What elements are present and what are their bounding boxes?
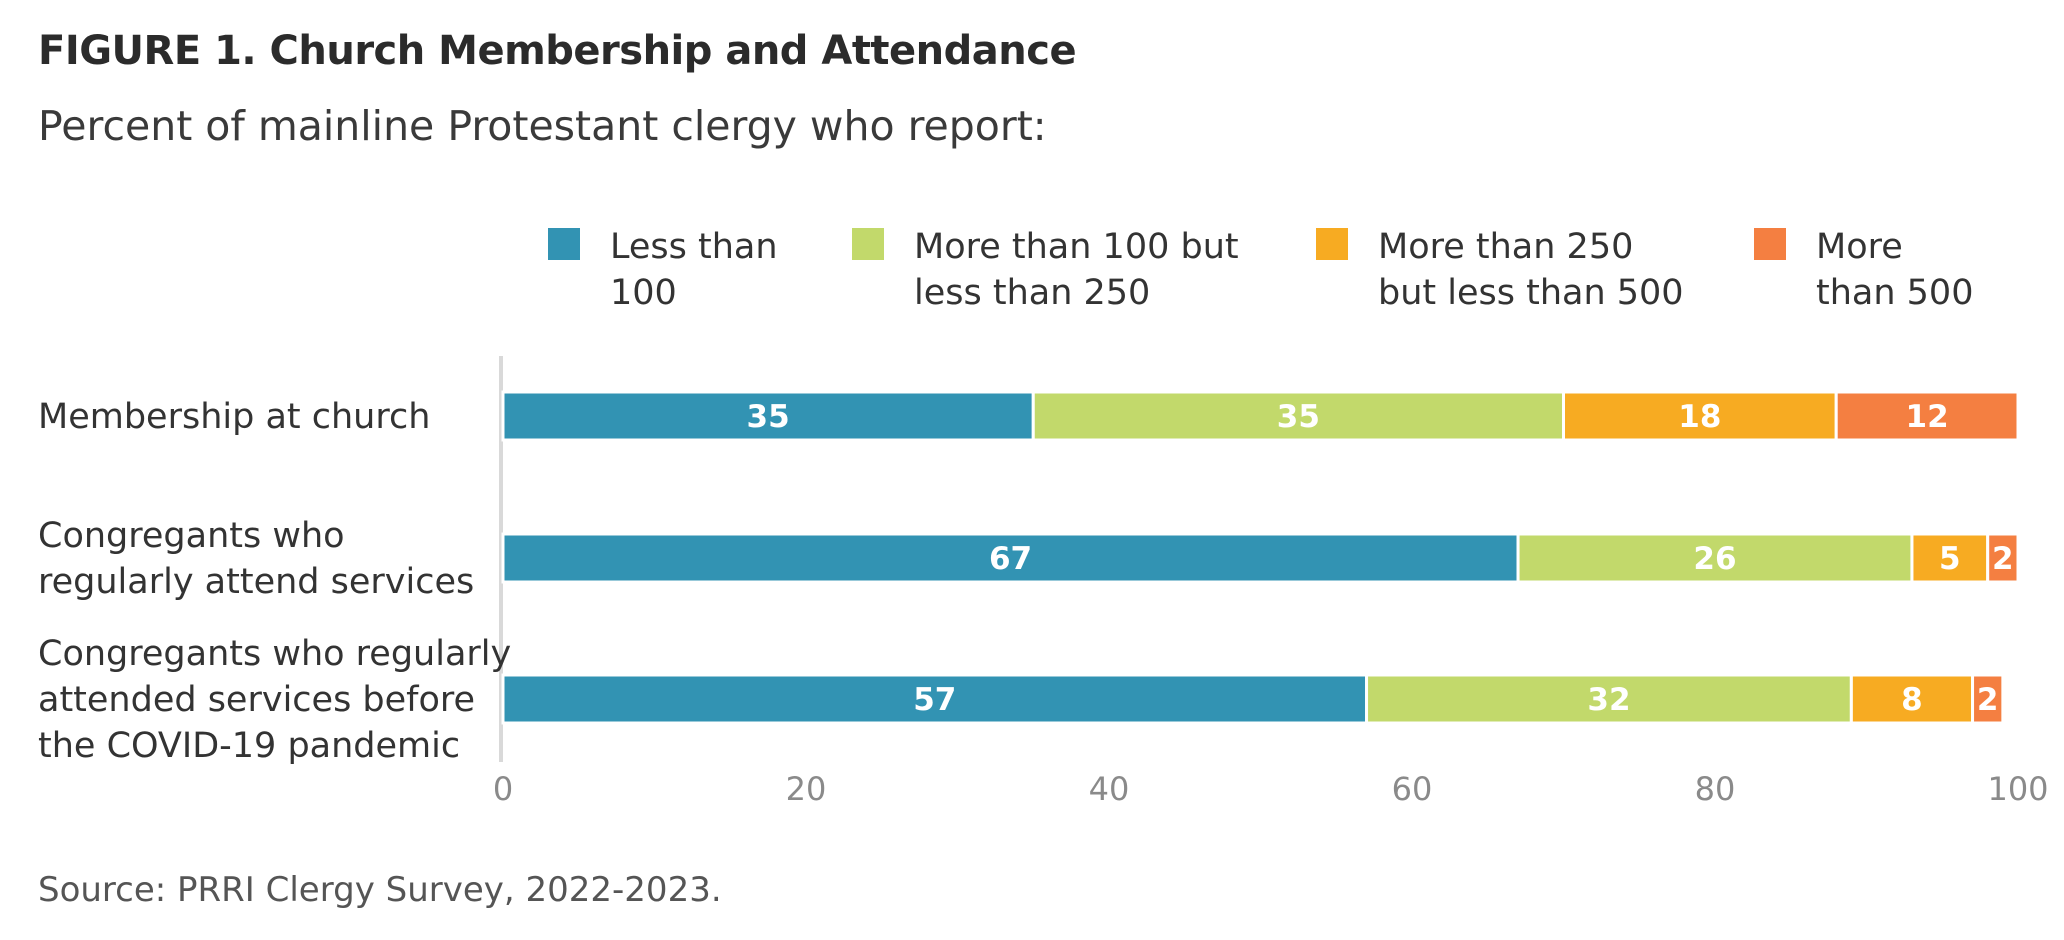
legend-label: More than 100 but less than 250 <box>914 227 1239 313</box>
legend-label: More than 500 <box>1816 227 1974 313</box>
data-label: 12 <box>1906 399 1949 435</box>
legend-label: Less than 100 <box>610 227 778 313</box>
data-label: 57 <box>913 682 956 718</box>
category-label: Congregants who <box>38 516 345 556</box>
category-label: Membership at church <box>38 397 430 437</box>
data-label: 8 <box>1901 682 1923 718</box>
bar-segment <box>1986 532 2020 584</box>
data-label: 32 <box>1587 682 1630 718</box>
x-tick-label: 60 <box>1392 770 1433 808</box>
data-label: 35 <box>1277 399 1320 435</box>
category-label: attended services before <box>38 680 475 720</box>
legend-swatch <box>1754 228 1786 260</box>
legend-item-more-than-500: More than 500 <box>1754 224 1973 316</box>
data-label: 2 <box>1992 541 2014 577</box>
x-tick-label: 0 <box>493 770 513 808</box>
data-label: 18 <box>1678 399 1721 435</box>
category-labels: Membership at church Congregants who regul… <box>38 397 511 766</box>
category-label: the COVID-19 pandemic <box>38 726 460 766</box>
bar-segment <box>1834 390 2020 442</box>
legend-label: More than 250 but less than 500 <box>1378 227 1684 313</box>
data-label: 26 <box>1693 541 1736 577</box>
legend-item-less-than-100: Less than 100 <box>548 224 778 316</box>
legend-swatch <box>852 228 884 260</box>
legend-item-100-to-250: More than 100 but less than 250 <box>852 224 1239 316</box>
legend-item-250-to-500: More than 250 but less than 500 <box>1316 224 1684 316</box>
bar-segment <box>1562 390 1838 442</box>
bar-segment <box>501 532 1520 584</box>
x-tick-label: 80 <box>1695 770 1736 808</box>
data-label: 67 <box>989 541 1032 577</box>
x-tick-label: 100 <box>1987 770 2048 808</box>
bar-segment <box>1031 390 1565 442</box>
chart-subtitle: Percent of mainline Protestant clergy wh… <box>38 102 1047 150</box>
data-label: 5 <box>1939 541 1961 577</box>
bar-segment <box>501 390 1035 442</box>
legend-swatch <box>548 228 580 260</box>
bar-segment <box>1971 673 2005 725</box>
bar-segment <box>1365 673 1853 725</box>
data-label: 35 <box>747 399 790 435</box>
chart-title: FIGURE 1. Church Membership and Attendan… <box>38 28 1077 74</box>
bar-segment <box>501 673 1369 725</box>
x-axis-ticks: 0 20 40 60 80 100 <box>493 770 2049 808</box>
x-tick-label: 40 <box>1089 770 1130 808</box>
x-tick-label: 20 <box>786 770 827 808</box>
legend-swatch <box>1316 228 1348 260</box>
category-label: Congregants who regularly <box>38 634 511 674</box>
category-label: regularly attend services <box>38 562 474 602</box>
data-label: 2 <box>1977 682 1999 718</box>
source-note: Source: PRRI Clergy Survey, 2022-2023. <box>38 870 722 910</box>
